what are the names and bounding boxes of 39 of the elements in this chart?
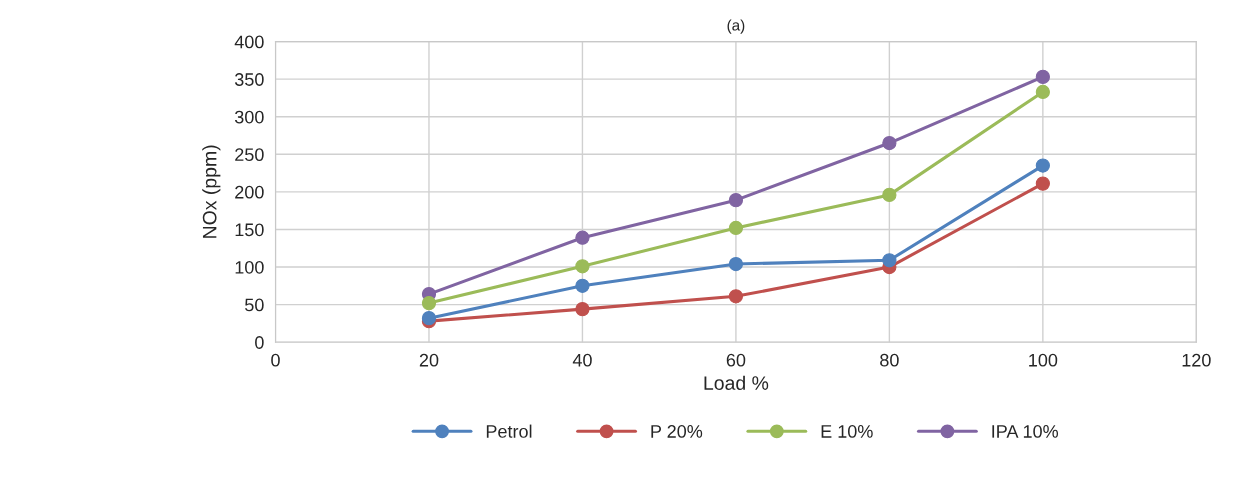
- y-tick-label: 100: [235, 260, 264, 274]
- y-tick-label: 50: [245, 298, 264, 312]
- x-tick-label: 80: [880, 353, 899, 367]
- point: [728, 220, 744, 236]
- y-tick-label: 200: [235, 185, 264, 199]
- point: [882, 135, 897, 151]
- x-tick-label: 120: [1182, 353, 1211, 367]
- point: [728, 289, 744, 304]
- point: [1035, 158, 1050, 173]
- legend-label: IPA 10%: [992, 425, 1059, 438]
- y-tick-label: 400: [234, 35, 264, 49]
- y-tick-label: 300: [234, 110, 264, 124]
- point: [728, 193, 744, 208]
- x-axis-title: Load %: [704, 375, 769, 390]
- point: [1035, 176, 1050, 191]
- point: [575, 278, 590, 293]
- legend-label: Petrol: [486, 424, 532, 438]
- y-tick-label: 0: [255, 336, 264, 349]
- point: [421, 295, 437, 311]
- x-tick-label: 100: [1029, 353, 1058, 367]
- y-tick-label: 350: [234, 73, 264, 86]
- point: [882, 187, 897, 203]
- y-axis-title: NOx (ppm): [202, 145, 221, 238]
- point: [575, 302, 590, 317]
- point: [882, 253, 897, 268]
- point: [728, 256, 744, 272]
- legend-label: P 20%: [651, 425, 703, 438]
- x-tick-label: 20: [419, 353, 439, 367]
- chart-title: (a): [727, 19, 745, 34]
- y-tick-label: 150: [235, 223, 264, 237]
- point: [1035, 84, 1050, 100]
- legend-label: E 10%: [821, 425, 873, 438]
- point: [1035, 69, 1050, 85]
- x-tick-label: 60: [726, 353, 746, 367]
- x-tick-label: 0: [271, 353, 280, 367]
- y-tick-label: 250: [235, 148, 264, 162]
- x-tick-label: 40: [572, 353, 592, 367]
- point: [575, 230, 590, 245]
- point: [575, 259, 590, 274]
